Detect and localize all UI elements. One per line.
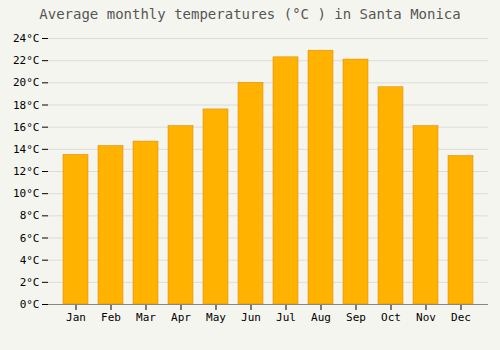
svg-text:Jul: Jul: [276, 311, 296, 324]
svg-text:4°C: 4°C: [20, 254, 40, 267]
svg-text:20°C: 20°C: [13, 76, 40, 89]
svg-text:May: May: [206, 311, 226, 324]
svg-text:Jun: Jun: [241, 311, 261, 324]
svg-text:Apr: Apr: [171, 311, 191, 324]
svg-text:10°C: 10°C: [13, 187, 40, 200]
svg-text:Dec: Dec: [451, 311, 471, 324]
svg-text:12°C: 12°C: [13, 165, 40, 178]
svg-text:Oct: Oct: [381, 311, 401, 324]
svg-text:2°C: 2°C: [20, 276, 40, 289]
svg-text:18°C: 18°C: [13, 99, 40, 112]
svg-text:22°C: 22°C: [13, 54, 40, 67]
svg-text:8°C: 8°C: [20, 209, 40, 222]
svg-text:Sep: Sep: [346, 311, 366, 324]
svg-text:Jan: Jan: [66, 311, 86, 324]
svg-text:Mar: Mar: [136, 311, 156, 324]
svg-text:16°C: 16°C: [13, 121, 40, 134]
svg-text:Nov: Nov: [416, 311, 436, 324]
svg-text:0°C: 0°C: [20, 298, 40, 311]
svg-text:Aug: Aug: [311, 311, 331, 324]
svg-text:14°C: 14°C: [13, 143, 40, 156]
svg-text:6°C: 6°C: [20, 232, 40, 245]
svg-text:Feb: Feb: [101, 311, 121, 324]
svg-text:24°C: 24°C: [13, 32, 40, 45]
html-text:Average monthly temperatures (: Average monthly temperatures (°C ) in Sa…: [39, 6, 461, 22]
